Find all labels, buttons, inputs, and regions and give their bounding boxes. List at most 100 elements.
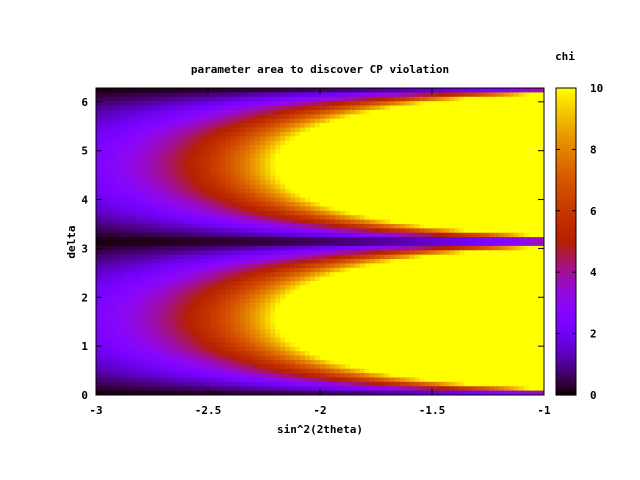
heatmap-cell: [295, 206, 301, 212]
heatmap-cell: [369, 276, 376, 282]
heatmap-cell: [125, 316, 132, 322]
heatmap-cell: [240, 285, 246, 291]
heatmap-cell: [300, 237, 306, 243]
heatmap-cell: [344, 272, 351, 278]
heatmap-cell: [235, 241, 241, 247]
heatmap-cell: [105, 245, 112, 251]
heatmap-cell: [444, 368, 451, 374]
heatmap-cell: [290, 188, 296, 194]
heatmap-cell: [170, 92, 177, 98]
heatmap-cell: [160, 329, 167, 335]
heatmap-cell: [215, 175, 222, 181]
heatmap-cell: [329, 136, 336, 142]
heatmap-cell: [240, 162, 246, 168]
heatmap-cell: [100, 206, 107, 212]
heatmap-cell: [429, 267, 436, 273]
heatmap-cell: [389, 263, 396, 269]
heatmap-cell: [220, 311, 227, 317]
heatmap-cell: [270, 123, 276, 129]
heatmap-cell: [394, 88, 401, 93]
heatmap-cell: [165, 180, 172, 186]
heatmap-cell: [165, 109, 172, 115]
heatmap-cell: [389, 381, 396, 387]
heatmap-cell: [195, 285, 202, 291]
heatmap-cell: [220, 166, 227, 172]
heatmap-cell: [250, 377, 256, 383]
heatmap-cell: [300, 166, 306, 172]
heatmap-cell: [100, 280, 107, 286]
heatmap-cell: [389, 123, 396, 129]
heatmap-cell: [419, 324, 426, 330]
heatmap-cell: [320, 158, 326, 164]
heatmap-cell: [100, 149, 107, 155]
heatmap-cell: [399, 368, 406, 374]
heatmap-cell: [349, 250, 356, 256]
heatmap-cell: [285, 267, 291, 273]
heatmap-cell: [230, 184, 236, 190]
heatmap-cell: [255, 285, 261, 291]
heatmap-cell: [305, 109, 311, 115]
heatmap-cell: [300, 280, 306, 286]
heatmap-cell: [305, 355, 311, 361]
heatmap-cell: [329, 355, 336, 361]
heatmap-cell: [384, 109, 391, 115]
heatmap-cell: [414, 333, 421, 339]
heatmap-cell: [404, 145, 411, 150]
heatmap-cell: [175, 197, 182, 203]
heatmap-cell: [419, 272, 426, 278]
heatmap-cell: [165, 355, 172, 361]
heatmap-cell: [200, 210, 207, 216]
heatmap-cell: [255, 267, 261, 273]
heatmap-cell: [170, 254, 177, 260]
heatmap-cell: [364, 250, 371, 256]
heatmap-cell: [160, 166, 167, 172]
heatmap-cell: [180, 96, 187, 102]
heatmap-cell: [320, 355, 326, 361]
heatmap-cell: [170, 250, 177, 256]
heatmap-cell: [115, 171, 122, 177]
heatmap-cell: [165, 149, 172, 155]
heatmap-cell: [384, 298, 391, 304]
heatmap-cell: [235, 377, 241, 383]
heatmap-cell: [305, 127, 311, 133]
heatmap-cell: [305, 153, 311, 159]
heatmap-cell: [329, 162, 336, 168]
heatmap-cell: [205, 346, 212, 352]
heatmap-cell: [329, 232, 336, 238]
heatmap-cell: [414, 280, 421, 286]
heatmap-cell: [439, 101, 446, 107]
heatmap-cell: [175, 140, 182, 146]
heatmap-cell: [369, 166, 376, 172]
heatmap-cell: [150, 289, 157, 295]
heatmap-cell: [374, 272, 381, 278]
heatmap-cell: [399, 381, 406, 387]
heatmap-cell: [205, 131, 212, 137]
heatmap-cell: [195, 219, 202, 225]
heatmap-cell: [140, 232, 147, 238]
heatmap-cell: [125, 114, 132, 120]
heatmap-cell: [130, 298, 137, 304]
heatmap-cell: [200, 311, 207, 317]
heatmap-cell: [250, 285, 256, 291]
heatmap-cell: [235, 149, 241, 155]
heatmap-cell: [364, 149, 371, 155]
heatmap-cell: [364, 145, 371, 150]
heatmap-cell: [369, 355, 376, 361]
heatmap-cell: [240, 219, 246, 225]
heatmap-cell: [389, 294, 396, 300]
heatmap-cell: [300, 88, 306, 93]
heatmap-cell: [324, 140, 331, 146]
heatmap-cell: [434, 316, 441, 322]
heatmap-cell: [349, 123, 356, 129]
heatmap-cell: [290, 333, 296, 339]
heatmap-cell: [215, 232, 222, 238]
heatmap-cell: [290, 193, 296, 199]
heatmap-cell: [190, 197, 197, 203]
heatmap-cell: [165, 136, 172, 142]
heatmap-cell: [175, 346, 182, 352]
heatmap-cell: [424, 267, 431, 273]
heatmap-cell: [419, 223, 426, 229]
heatmap-cell: [100, 175, 107, 181]
heatmap-cell: [265, 386, 271, 392]
heatmap-cell: [265, 188, 271, 194]
